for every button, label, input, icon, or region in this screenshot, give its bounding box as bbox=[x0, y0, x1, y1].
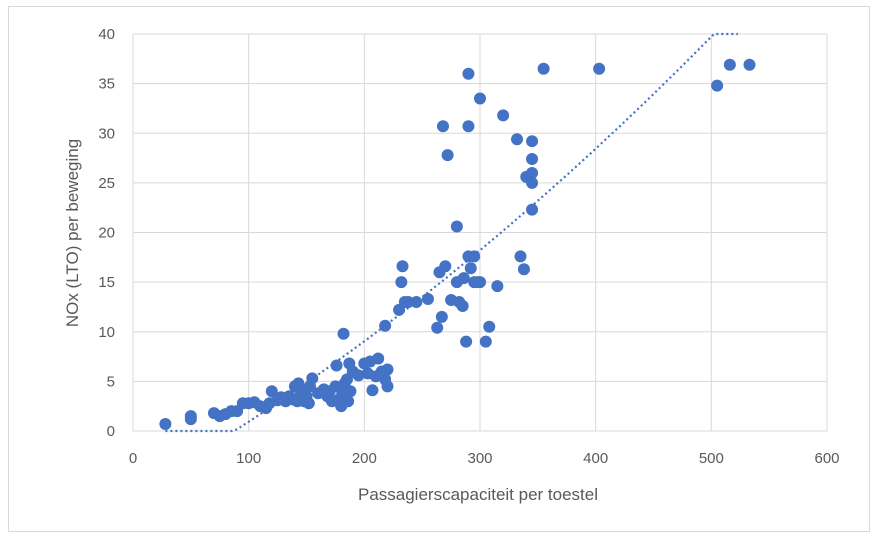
data-point-81 bbox=[462, 120, 475, 133]
data-point-88 bbox=[479, 335, 492, 348]
data-point-83 bbox=[468, 250, 481, 263]
trendline bbox=[165, 32, 738, 433]
data-point-92 bbox=[511, 133, 524, 146]
x-tick-label-6: 600 bbox=[814, 450, 839, 467]
data-point-51 bbox=[366, 384, 379, 397]
data-point-82 bbox=[464, 262, 477, 275]
x-tick-label-5: 500 bbox=[699, 450, 724, 467]
data-point-47 bbox=[352, 369, 365, 382]
data-point-97 bbox=[526, 153, 539, 166]
data-point-53 bbox=[372, 352, 385, 365]
data-point-69 bbox=[436, 120, 449, 133]
data-point-29 bbox=[306, 372, 319, 385]
data-point-91 bbox=[497, 109, 510, 122]
data-point-64 bbox=[410, 295, 423, 308]
x-tick-label-3: 300 bbox=[467, 450, 492, 467]
trendline-layer bbox=[165, 32, 738, 433]
data-point-68 bbox=[435, 310, 448, 323]
y-tick-labels: 0 5 10 15 20 25 30 35 40 bbox=[98, 26, 115, 440]
data-point-71 bbox=[441, 149, 454, 162]
data-point-90 bbox=[491, 280, 504, 293]
data-point-77 bbox=[457, 272, 470, 285]
data-point-40 bbox=[337, 327, 350, 340]
data-point-73 bbox=[450, 220, 463, 233]
y-axis-title: NOx (LTO) per beweging bbox=[63, 139, 82, 327]
data-point-76 bbox=[456, 299, 469, 312]
data-point-99 bbox=[526, 176, 539, 189]
data-point-27 bbox=[302, 397, 315, 410]
data-point-94 bbox=[517, 263, 530, 276]
data-point-14 bbox=[265, 385, 278, 398]
y-tick-label-1: 5 bbox=[107, 373, 115, 390]
data-point-57 bbox=[381, 380, 394, 393]
data-point-101 bbox=[537, 62, 550, 75]
data-point-100 bbox=[526, 203, 539, 216]
data-point-36 bbox=[330, 359, 343, 372]
y-tick-label-5: 25 bbox=[98, 175, 115, 192]
data-point-45 bbox=[344, 385, 357, 398]
x-tick-labels: 0 100 200 300 400 500 600 bbox=[129, 450, 840, 467]
data-point-98 bbox=[526, 166, 539, 179]
y-tick-label-4: 20 bbox=[98, 225, 115, 242]
data-point-78 bbox=[460, 335, 473, 348]
data-points bbox=[159, 58, 756, 431]
data-point-103 bbox=[711, 79, 724, 92]
data-point-58 bbox=[381, 363, 394, 376]
data-point-0 bbox=[159, 418, 172, 431]
data-point-60 bbox=[395, 276, 408, 289]
data-point-105 bbox=[743, 58, 756, 71]
data-point-86 bbox=[474, 92, 486, 105]
data-point-70 bbox=[439, 260, 452, 273]
data-point-96 bbox=[526, 135, 539, 148]
x-tick-label-2: 200 bbox=[352, 450, 377, 467]
x-tick-label-0: 0 bbox=[129, 450, 137, 467]
data-point-80 bbox=[462, 67, 475, 80]
data-point-93 bbox=[514, 250, 527, 263]
data-point-66 bbox=[431, 321, 444, 334]
data-point-89 bbox=[483, 320, 496, 333]
data-point-104 bbox=[723, 58, 736, 71]
y-tick-label-8: 40 bbox=[98, 26, 115, 43]
data-point-56 bbox=[379, 319, 392, 332]
data-point-87 bbox=[474, 276, 486, 289]
data-point-61 bbox=[396, 260, 409, 273]
data-point-2 bbox=[184, 410, 197, 423]
y-tick-label-3: 15 bbox=[98, 274, 115, 291]
x-axis-title: Passagierscapaciteit per toestel bbox=[358, 485, 598, 504]
y-tick-label-0: 0 bbox=[107, 423, 115, 440]
x-tick-label-1: 100 bbox=[236, 450, 261, 467]
data-point-43 bbox=[342, 395, 355, 408]
y-tick-label-6: 30 bbox=[98, 125, 115, 142]
data-point-102 bbox=[593, 62, 606, 75]
data-point-65 bbox=[421, 292, 434, 305]
gridlines bbox=[132, 33, 828, 432]
y-tick-label-7: 35 bbox=[98, 76, 115, 93]
y-tick-label-2: 10 bbox=[98, 324, 115, 341]
x-tick-label-4: 400 bbox=[583, 450, 608, 467]
